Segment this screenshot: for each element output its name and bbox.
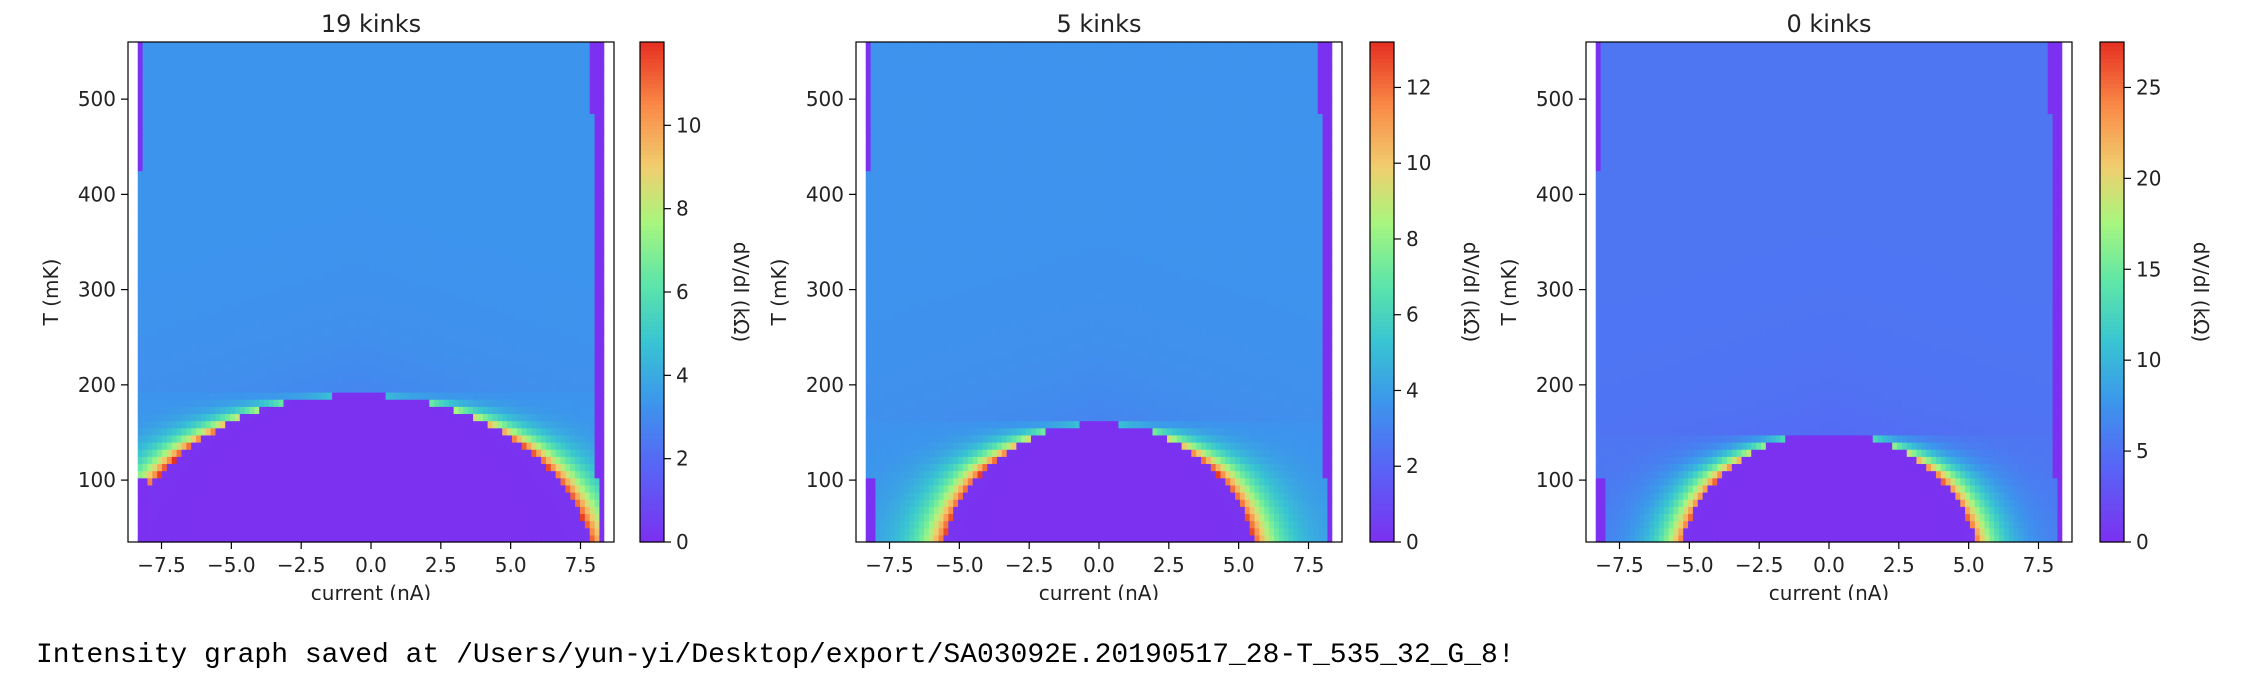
x-tick-label: 7.5 [2023,553,2055,577]
colorbar-tick-label: 0 [1406,530,1419,554]
chart-title: 5 kinks [1056,10,1141,38]
x-tick-label: −7.5 [137,553,186,577]
colorbar-tick-label: 10 [676,113,701,137]
colorbar-label: dV/dI (kΩ) [1459,242,1483,343]
colorbar: 0 5 10 15 20 25 dV/dI (kΩ) [2099,41,2213,554]
colorbar-label: dV/dI (kΩ) [729,242,753,343]
x-tick-label: 0.0 [1813,553,1845,577]
colorbar-tick-label: 8 [676,197,689,221]
x-tick-label: −5.0 [1665,553,1714,577]
colorbar: 0 2 4 6 8 10 12 dV/dI (kΩ) [1369,41,1483,554]
x-tick-label: −5.0 [935,553,984,577]
x-axis-label: current (nA) [1039,581,1159,600]
colorbar-tick-label: 10 [1406,151,1431,175]
colorbar-tick-label: 0 [2136,530,2149,554]
heatmap-cells [856,42,1343,543]
y-tick-label: 500 [78,87,116,111]
x-tick-label: 2.5 [425,553,457,577]
colorbar-label: dV/dI (kΩ) [2189,242,2213,343]
y-tick-label: 300 [1536,278,1574,302]
y-axis-label: T (mK) [767,259,791,327]
colorbar-tick-label: 0 [676,530,689,554]
colorbar-tick-label: 20 [2136,166,2161,190]
y-tick-label: 400 [806,182,844,206]
x-tick-label: 0.0 [1083,553,1115,577]
y-tick-label: 500 [1536,87,1574,111]
y-tick-label: 200 [1536,373,1574,397]
y-tick-label: 400 [1536,182,1574,206]
x-tick-label: 5.0 [495,553,527,577]
y-tick-label: 200 [806,373,844,397]
colorbar-tick-label: 5 [2136,439,2149,463]
y-tick-label: 200 [78,373,116,397]
colorbar: 0 2 4 6 8 10 dV/dI (kΩ) [639,41,753,554]
colorbar-tick-label: 2 [1406,454,1419,478]
colorbar-tick-label: 12 [1406,75,1431,99]
y-tick-label: 300 [806,278,844,302]
x-tick-label: −2.5 [277,553,326,577]
y-tick-label: 100 [806,468,844,492]
colorbar-tick-label: 2 [676,447,689,471]
colorbar-tick-label: 15 [2136,257,2161,281]
figure: 19 kinks−7.5 −5.0 −2.5 0.0 2.5 5.0 7.510020030… [39,10,2213,600]
x-tick-label: 0.0 [355,553,387,577]
x-tick-label: −2.5 [1735,553,1784,577]
x-tick-label: −2.5 [1005,553,1054,577]
x-axis-label: current (nA) [1769,581,1889,600]
chart-title: 0 kinks [1786,10,1871,38]
chart-panel-0: 19 kinks−7.5 −5.0 −2.5 0.0 2.5 5.0 7.510020030… [39,10,753,600]
x-axis-label: current (nA) [311,581,431,600]
chart-panel-1: 5 kinks−7.5 −5.0 −2.5 0.0 2.5 5.0 7.5100200300… [767,10,1483,600]
y-axis-label: T (mK) [1497,259,1521,327]
x-tick-label: −7.5 [1595,553,1644,577]
y-tick-label: 400 [78,182,116,206]
console-output: Intensity graph saved at /Users/yun-yi/D… [36,640,1515,671]
heatmap-cells [128,42,615,543]
y-axis-label: T (mK) [39,259,63,327]
y-tick-label: 100 [1536,468,1574,492]
colorbar-tick-label: 25 [2136,75,2161,99]
colorbar-tick-label: 6 [1406,303,1419,327]
heatmap-cells [1586,42,2073,543]
x-tick-label: 5.0 [1223,553,1255,577]
x-tick-label: 5.0 [1953,553,1985,577]
y-tick-label: 100 [78,468,116,492]
colorbar-tick-label: 4 [1406,378,1419,402]
y-tick-label: 300 [78,278,116,302]
colorbar-tick-label: 6 [676,280,689,304]
chart-panel-2: 0 kinks−7.5 −5.0 −2.5 0.0 2.5 5.0 7.5100200300… [1497,10,2213,600]
x-tick-label: −5.0 [207,553,256,577]
colorbar-tick-label: 4 [676,363,689,387]
x-tick-label: −7.5 [865,553,914,577]
chart-title: 19 kinks [321,10,421,38]
colorbar-tick-label: 8 [1406,227,1419,251]
x-tick-label: 7.5 [565,553,597,577]
y-tick-label: 500 [806,87,844,111]
x-tick-label: 2.5 [1153,553,1185,577]
x-tick-label: 2.5 [1883,553,1915,577]
colorbar-tick-label: 10 [2136,348,2161,372]
x-tick-label: 7.5 [1293,553,1325,577]
